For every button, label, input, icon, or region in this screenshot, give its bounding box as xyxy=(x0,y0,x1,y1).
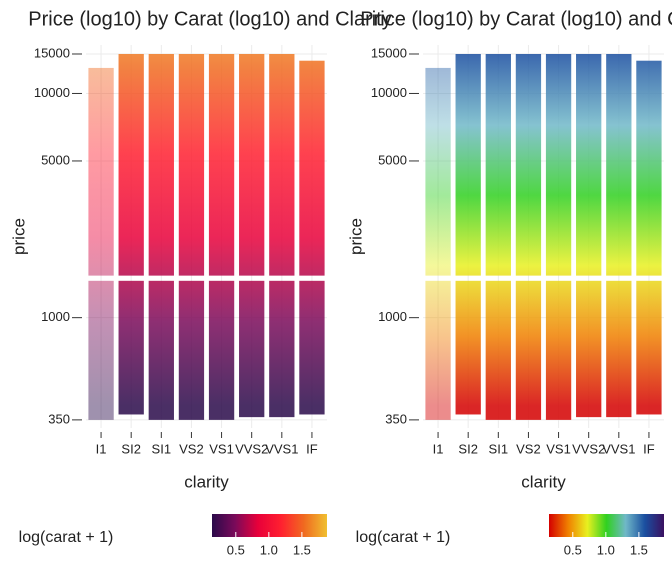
price-band xyxy=(606,53,632,276)
y-tick-label: 1000 xyxy=(41,309,70,324)
x-tick-label: SI1 xyxy=(152,441,172,456)
x-axis-label: clarity xyxy=(184,472,229,491)
y-tick-label: 15000 xyxy=(34,45,70,60)
x-tick-label: VS1 xyxy=(209,441,234,456)
y-tick-label: 1000 xyxy=(378,309,407,324)
colorbar xyxy=(212,514,327,537)
y-tick-label: 10000 xyxy=(371,85,407,100)
price-band xyxy=(576,53,602,276)
x-tick-label: I1 xyxy=(433,441,444,456)
price-band xyxy=(269,53,295,276)
x-tick-label: SI2 xyxy=(458,441,478,456)
y-axis-label: price xyxy=(346,218,365,255)
x-tick-label: VS2 xyxy=(516,441,541,456)
y-tick-label: 10000 xyxy=(34,85,70,100)
y-tick-label: 15000 xyxy=(371,45,407,60)
x-tick-label: VVS1 xyxy=(265,441,298,456)
price-band xyxy=(208,53,235,276)
price-band xyxy=(239,53,265,276)
x-tick-label: VS1 xyxy=(546,441,571,456)
price-band xyxy=(269,280,295,418)
colorbar-tick-label: 1.0 xyxy=(597,542,615,557)
price-band xyxy=(299,280,325,415)
x-tick-label: I1 xyxy=(96,441,107,456)
colorbar-tick-label: 0.5 xyxy=(227,542,245,557)
y-axis-label: price xyxy=(9,218,28,255)
legend-title: log(carat + 1) xyxy=(19,529,114,546)
price-band xyxy=(239,280,265,418)
price-band xyxy=(88,67,114,276)
x-tick-label: SI2 xyxy=(121,441,141,456)
colorbar-tick-label: 1.0 xyxy=(260,542,278,557)
chart-title: Price (log10) by Carat (log10) and Clari… xyxy=(360,8,672,30)
price-band xyxy=(118,53,144,276)
x-tick-label: VVS2 xyxy=(572,441,605,456)
price-band xyxy=(88,280,114,420)
colorbar-tick-label: 0.5 xyxy=(564,542,582,557)
y-tick-label: 5000 xyxy=(41,152,70,167)
x-axis-label: clarity xyxy=(521,472,566,491)
price-band xyxy=(485,280,511,420)
price-band xyxy=(118,280,144,415)
price-band xyxy=(606,280,632,418)
price-band xyxy=(545,53,572,276)
colorbar-tick-label: 1.5 xyxy=(293,542,311,557)
y-tick-label: 350 xyxy=(48,411,70,426)
price-band xyxy=(208,280,235,420)
price-band xyxy=(545,280,572,420)
price-band xyxy=(299,60,325,276)
price-band xyxy=(178,280,205,420)
price-band xyxy=(636,60,662,276)
x-tick-label: SI1 xyxy=(489,441,509,456)
price-band xyxy=(425,67,451,276)
colorbar xyxy=(549,514,664,537)
price-band xyxy=(148,280,174,420)
x-tick-label: VS2 xyxy=(179,441,204,456)
x-tick-label: VVS2 xyxy=(235,441,268,456)
y-tick-label: 350 xyxy=(385,411,407,426)
y-tick-label: 5000 xyxy=(378,152,407,167)
price-band xyxy=(455,53,481,276)
price-band xyxy=(455,280,481,415)
price-band xyxy=(636,280,662,415)
colorbar-tick-label: 1.5 xyxy=(630,542,648,557)
x-tick-label: VVS1 xyxy=(602,441,635,456)
price-band xyxy=(485,53,511,276)
x-tick-label: IF xyxy=(643,441,655,456)
price-band xyxy=(515,53,542,276)
legend-title: log(carat + 1) xyxy=(356,529,451,546)
chart-title: Price (log10) by Carat (log10) and Clari… xyxy=(28,8,392,30)
price-band xyxy=(148,53,174,276)
x-tick-label: IF xyxy=(306,441,318,456)
price-band xyxy=(515,280,542,420)
price-band xyxy=(576,280,602,418)
price-band xyxy=(178,53,205,276)
price-band xyxy=(425,280,451,420)
